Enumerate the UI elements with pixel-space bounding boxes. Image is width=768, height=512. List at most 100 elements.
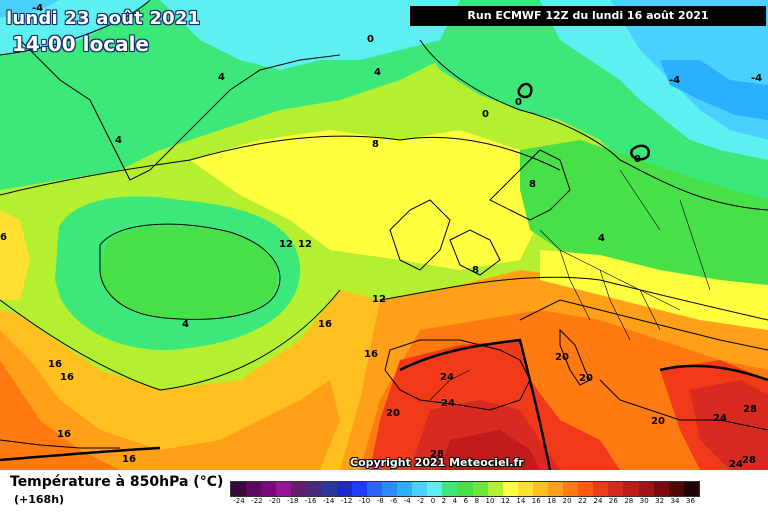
isotherm-label: 16 [364,349,378,360]
isotherm-label: 28 [743,404,757,415]
legend-label: 0 [430,497,436,505]
legend-label: -6 [390,497,398,505]
legend-label: -22 [251,497,263,505]
legend-swatch [487,482,503,496]
isotherm-label: 16 [60,372,74,383]
legend-swatch [397,482,413,496]
variable-title: Température à 850hPa (°C) [10,474,224,490]
legend-label: 26 [608,497,618,505]
legend-swatch [412,482,428,496]
legend-label: -2 [417,497,425,505]
legend-label: 16 [531,497,541,505]
forecast-hour: (+168h) [14,493,65,506]
isotherm-label: 4 [182,319,189,330]
legend-swatch [517,482,533,496]
color-scale-legend [230,481,700,497]
legend-label: -10 [358,497,371,505]
legend-label: 18 [547,497,557,505]
zone-coldest-northeast [660,60,768,120]
isotherm-label: -4 [669,75,680,86]
legend-swatch [306,482,322,496]
zone-cold-northwest-corner [0,0,150,55]
legend-swatch [291,482,307,496]
legend-swatch [638,482,654,496]
isotherm-label: 8 [529,179,536,190]
legend-swatch [261,482,277,496]
legend-swatch [578,482,594,496]
isotherm-label: 24 [440,372,454,383]
legend-label: -14 [322,497,335,505]
isotherm-label: 16 [318,319,332,330]
isotherm-label: 6 [0,232,7,243]
isotherm-label: 16 [48,359,62,370]
legend-swatch [381,482,398,496]
isotherm-label: 16 [57,429,71,440]
legend-swatch [532,482,548,496]
zone-hotter-east [690,380,768,470]
isotherm-label: 20 [386,408,400,419]
country-borders [429,169,711,401]
legend-swatch [427,482,443,496]
legend-swatch [623,482,639,496]
legend-swatch [351,482,367,496]
isotherm-label: -4 [32,3,43,14]
isotherm-label: 16 [122,454,136,465]
legend-label: -4 [403,497,411,505]
temperature-map: -4 0 4 4 0 0 -4 -4 4 8 0 8 4 12 12 4 12 … [0,0,768,470]
isotherm-label: 4 [218,72,225,83]
highlighted-contours [0,82,768,470]
isotherm-label: 12 [298,239,312,250]
zone-cooler-pocket-atlantic [100,225,278,319]
legend-swatch [442,482,458,496]
legend-swatch [668,482,684,496]
color-scale-labels: -24 -22 -20 -18 -16 -14 -12 -10 -8 -6 -4 -2 0 2 4 6 8 10 1… [230,497,698,509]
isotherm-label: 0 [634,154,641,165]
legend-swatch [276,482,292,496]
zone-mild-central-north [190,130,560,270]
isotherm-label: 12 [279,239,293,250]
legend-label: 4 [452,497,458,505]
forecast-time-title: 14:00 locale [12,32,149,56]
legend-label: 22 [578,497,587,505]
legend-swatch [246,482,262,496]
legend-label: 12 [500,497,510,505]
legend-label: 36 [686,497,695,505]
isotherm-label: -4 [751,73,762,84]
coastlines [0,39,768,449]
isotherm-label: 8 [472,265,479,276]
zone-cold-top-left [0,0,60,18]
isotherm-label: 24 [713,413,727,424]
isotherm-label: 20 [579,373,593,384]
isotherm-label: 0 [515,97,522,108]
copyright-notice: Copyright 2021 Meteociel.fr [350,456,524,469]
isotherm-label: 4 [598,233,605,244]
legend-swatch [608,482,624,496]
legend-swatch [683,482,699,496]
isotherm-label: 0 [482,109,489,120]
zone-hot-southwest [0,360,120,470]
isotherm-label: 12 [372,294,386,305]
legend-label: -12 [340,497,353,505]
legend-swatch [502,482,518,496]
isotherm-label: 0 [367,34,374,45]
isotherm-label: 4 [115,135,122,146]
zone-cold-north [160,0,460,70]
legend-label: 14 [516,497,526,505]
zone-warm-west-edge [0,210,30,300]
legend-label: -8 [376,497,384,505]
legend-swatch [336,482,352,496]
isotherm-label: 20 [651,416,665,427]
legend-swatch [457,482,473,496]
legend-swatch [231,482,247,496]
isotherm-label: 4 [374,67,381,78]
zone-cool-central-europe [520,140,768,290]
legend-label: 30 [639,497,649,505]
legend-label: -24 [233,497,245,505]
legend-label: 6 [463,497,469,505]
forecast-date-title: lundi 23 août 2021 [6,8,201,29]
legend-label: -16 [305,497,317,505]
legend-label: 20 [562,497,572,505]
legend-label: -20 [269,497,281,505]
zone-hottest-core [440,430,540,470]
